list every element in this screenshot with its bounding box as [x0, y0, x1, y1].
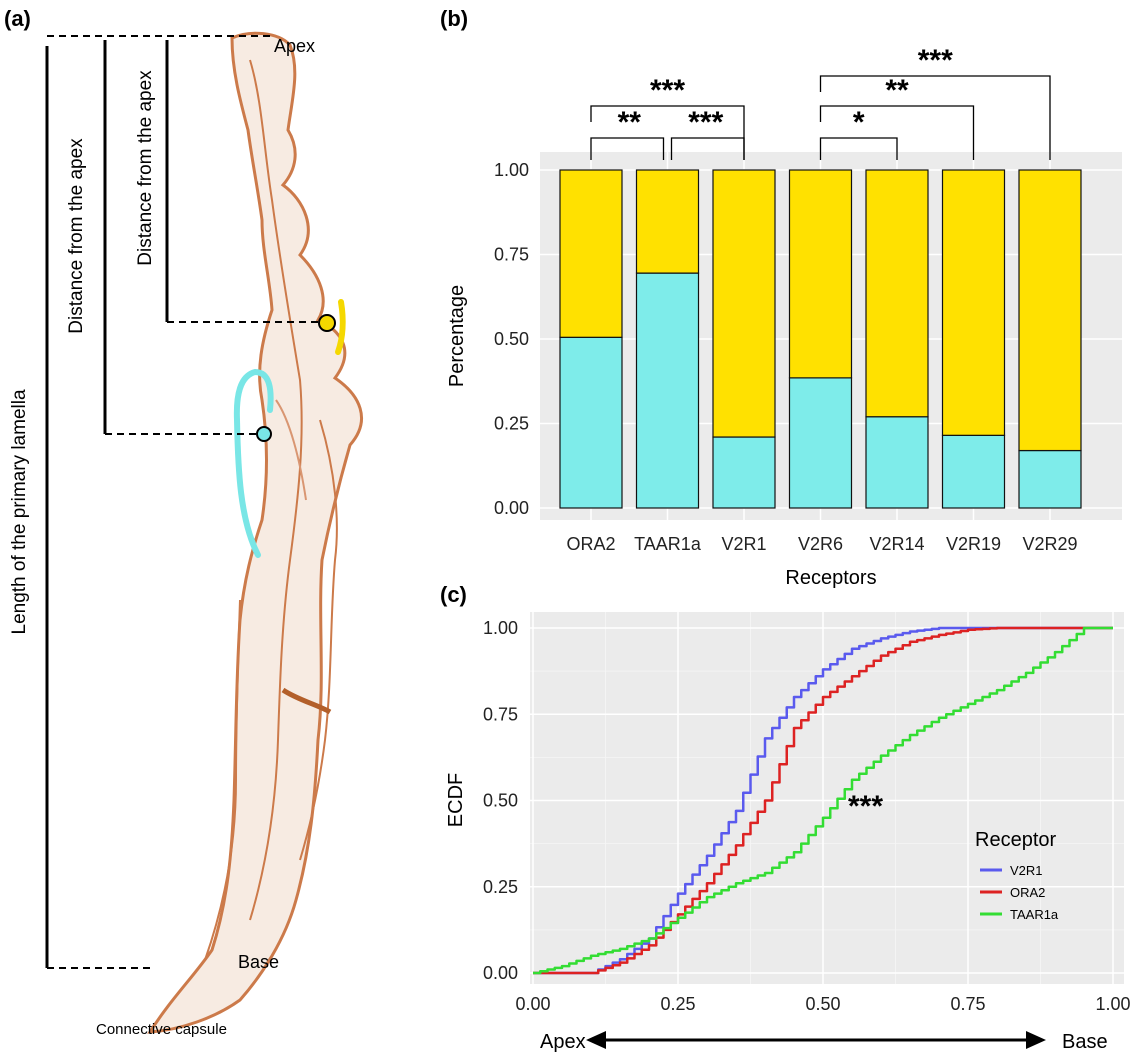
bracket-line	[819, 105, 975, 160]
y-tick-label: 0.25	[494, 414, 529, 434]
panel-b-label: (b)	[440, 6, 468, 31]
arrow-left-head	[586, 1031, 606, 1049]
bar-V2R29-segment-0	[1018, 449, 1082, 509]
bracket-V2R6-V2R29: ***	[819, 44, 1051, 160]
bars	[559, 169, 1082, 509]
bracket-ORA2-TAAR1a: **	[590, 106, 665, 160]
bracket-label: **	[618, 106, 642, 139]
panel-c-ecdf-chart: (c) 0.00 0.25 0.50 0.75 1.00 0.00 0.25 0.50 0.7…	[440, 582, 1131, 1053]
y-tick-label: 0.50	[494, 329, 529, 349]
x-tick-label-V2R6: V2R6	[798, 534, 843, 554]
gridlines	[530, 612, 1124, 984]
x-arrow-base-label: Base	[1062, 1031, 1108, 1053]
y-axis-title: Percentage	[446, 285, 468, 387]
legend-entries: V2R1 ORA2 TAAR1a	[980, 863, 1059, 922]
bar-V2R29-segment-1	[1018, 169, 1082, 452]
apex-label: Apex	[274, 36, 315, 56]
y-tick-labels: 0.00 0.25 0.50 0.75 1.00	[483, 618, 518, 983]
lamella-tissue-drawing	[147, 31, 363, 1034]
y-tick-label: 0.50	[483, 791, 518, 811]
bar-V2R14-segment-0	[865, 416, 929, 509]
bracket-label: ***	[918, 44, 953, 77]
apex-base-arrow: Apex Base	[540, 1031, 1108, 1053]
y-tick-label: 0.25	[483, 877, 518, 897]
arrow-right-head	[1026, 1031, 1046, 1049]
bar-ORA2-segment-0	[559, 336, 623, 509]
bracket-ORA2-V2R1: ***	[590, 74, 745, 160]
y-tick-label: 0.75	[494, 245, 529, 265]
bracket-V2R6-V2R14: *	[819, 106, 898, 160]
y-tick-label: 1.00	[483, 618, 518, 638]
y-axis-title: ECDF	[445, 773, 467, 827]
bracket-TAAR1a-V2R1: ***	[670, 106, 745, 160]
bar-ORA2-segment-1	[559, 169, 623, 338]
distance-from-apex-label-inner: Distance from the apex	[135, 70, 156, 266]
ecdf-significance-annotation: ***	[848, 790, 883, 823]
ecdf-line-TAAR1a	[533, 626, 1113, 975]
y-tick-label: 0.75	[483, 704, 518, 724]
bracket-line	[590, 137, 665, 160]
bracket-label: *	[853, 106, 865, 139]
ecdf-line-ORA2	[533, 626, 1113, 975]
ecdf-lines	[533, 626, 1113, 975]
connective-capsule-label: Connective capsule	[96, 1021, 227, 1038]
ecdf-line-V2R1	[533, 626, 1113, 975]
yellow-region-marker	[335, 299, 346, 355]
x-tick-label: 0.00	[515, 994, 550, 1014]
cyan-point	[256, 426, 272, 442]
x-tick-label: 1.00	[1095, 994, 1130, 1014]
x-tick-labels: ORA2 TAAR1a V2R1 V2R6 V2R14 V2R19 V2R29	[566, 534, 1077, 554]
bar-TAAR1a-segment-1	[635, 169, 700, 274]
yellow-point	[318, 314, 336, 332]
legend-label-TAAR1a: TAAR1a	[1010, 907, 1059, 922]
lamella-length-label: Length of the primary lamella	[9, 389, 30, 634]
bracket-line	[819, 137, 898, 160]
x-tick-label-V2R1: V2R1	[721, 534, 766, 554]
bar-V2R1-segment-0	[712, 436, 776, 509]
x-tick-labels: 0.00 0.25 0.50 0.75 1.00	[515, 994, 1130, 1014]
bracket-label: ***	[688, 106, 723, 139]
legend-label-V2R1: V2R1	[1010, 863, 1043, 878]
x-tick-label: 0.25	[660, 994, 695, 1014]
legend-label-ORA2: ORA2	[1010, 885, 1045, 900]
measurement-lines	[45, 35, 318, 969]
bar-V2R6-segment-1	[788, 169, 853, 379]
legend-title: Receptor	[975, 829, 1056, 851]
x-tick-label-TAAR1a: TAAR1a	[634, 534, 702, 554]
y-tick-labels: 0.00 0.25 0.50 0.75 1.00	[494, 160, 529, 518]
bracket-line	[819, 75, 1051, 160]
x-arrow-apex-label: Apex	[540, 1031, 586, 1053]
bracket-line	[590, 105, 745, 160]
bar-V2R1-segment-1	[712, 169, 776, 438]
distance-from-apex-label-outer: Distance from the apex	[66, 138, 87, 334]
bar-V2R19-segment-0	[941, 434, 1006, 509]
x-axis-title: Receptors	[785, 567, 876, 589]
y-tick-label: 0.00	[483, 963, 518, 983]
x-tick-label-ORA2: ORA2	[566, 534, 615, 554]
x-tick-label-V2R29: V2R29	[1022, 534, 1077, 554]
panel-b-stacked-bar-chart: (b) 0.00 0.25 0.50 0.75 1.00 ORA2 TAAR1a V2R1 V…	[440, 6, 1122, 589]
y-tick-label: 1.00	[494, 160, 529, 180]
x-tick-label: 0.50	[805, 994, 840, 1014]
x-tick-label: 0.75	[950, 994, 985, 1014]
bracket-label: ***	[650, 74, 685, 107]
x-tick-label-V2R19: V2R19	[946, 534, 1001, 554]
bar-V2R14-segment-1	[865, 169, 929, 418]
bar-V2R19-segment-1	[941, 169, 1006, 436]
base-label: Base	[238, 952, 279, 972]
bracket-label: **	[885, 74, 909, 107]
significance-brackets: ** ************	[590, 44, 1051, 160]
legend: Receptor V2R1 ORA2 TAAR1a	[975, 829, 1059, 922]
cyan-region-marker	[233, 369, 274, 558]
panel-a: (a) Apex Base Connective capsule D	[4, 6, 363, 1038]
bracket-V2R6-V2R19: **	[819, 74, 975, 160]
bar-TAAR1a-segment-0	[635, 272, 700, 509]
panel-c-label: (c)	[440, 582, 467, 607]
y-tick-label: 0.00	[494, 498, 529, 518]
panel-a-label: (a)	[4, 6, 31, 31]
x-tick-label-V2R14: V2R14	[869, 534, 924, 554]
bar-V2R6-segment-0	[788, 377, 853, 509]
